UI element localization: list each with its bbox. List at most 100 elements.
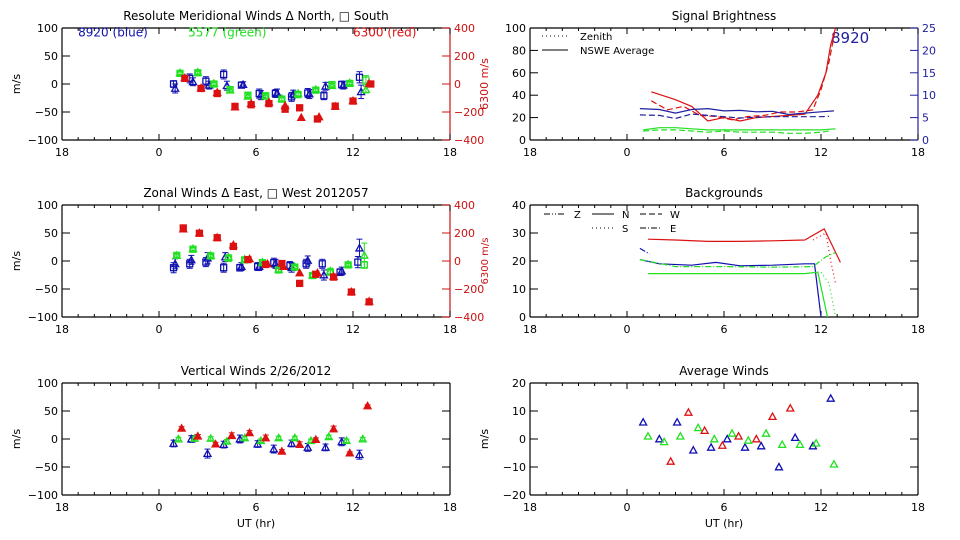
data-point-triangle [354,449,365,459]
data-point-triangle [227,430,237,440]
y-tick-label: 0 [519,134,526,147]
data-point-square [179,224,187,232]
data-point-square [173,251,181,260]
data-point-triangle [683,407,694,416]
data-point-triangle [358,434,368,443]
data-point-square [367,80,375,88]
y2-tick-label: −200 [454,283,484,296]
data-point-triangle [727,428,737,437]
data-point-square [262,260,270,269]
data-point-square [281,105,289,113]
data-point-square [253,262,262,271]
data-point-triangle [243,91,253,100]
x-tick-label: 12 [814,323,828,336]
data-point-square [189,245,197,253]
data-point-triangle [290,433,300,442]
x-tick-label: 6 [721,501,728,514]
y2-tick-label: 5 [922,112,929,125]
data-point-triangle [359,250,369,259]
series-line [648,271,829,318]
data-point-triangle [188,243,198,253]
y-axis-label: m/s [10,74,23,94]
data-point-square [236,264,244,272]
y-tick-label: 50 [44,50,58,63]
data-point-triangle [777,439,787,449]
y2-tick-label: 20 [922,44,936,57]
x-tick-label: 18 [911,323,925,336]
annotation-label: 6300 (red) [353,25,416,39]
data-point-triangle [290,261,300,271]
x-tick-label: 0 [156,146,163,159]
data-point-triangle [709,434,719,443]
data-point-square [329,273,338,281]
legend-label: Zenith [580,32,612,43]
series-line [639,113,830,120]
annotation-label: 5577 (green) [188,25,266,39]
x-tick-label: 18 [523,501,537,514]
x-tick-label: 0 [156,323,163,336]
y2-tick-label: 25 [922,22,936,35]
chart-zonal: Zonal Winds Δ East, □ West 2012057 18 0 6 12… [10,186,491,336]
legend-label: S [622,224,628,235]
y2-axis-label: 6300 m/s [480,238,491,285]
data-point-triangle [688,445,698,454]
x-tick-label: 18 [911,501,925,514]
data-point-square [229,242,238,251]
data-point-square [226,85,234,94]
y2-tick-label: 0 [922,134,929,147]
y-tick-label: −100 [28,134,58,147]
legend-label: E [670,224,676,235]
data-point-triangle [173,434,184,443]
data-point-square [270,259,278,267]
y-tick-label: 100 [505,22,526,35]
y2-tick-label: 10 [922,89,936,102]
chart-title: Average Winds [679,364,769,378]
y-axis-label: m/s [478,429,491,449]
x-tick-label: 18 [443,146,457,159]
data-point-triangle [345,448,355,457]
x-tick-label: 12 [814,146,828,159]
data-point-square [312,270,320,278]
series-line [647,227,841,263]
x-tick-label: 12 [814,501,828,514]
chart-meridional: Resolute Meridional Winds Δ North, □ Sou… [10,9,491,159]
x-tick-label: 18 [55,146,69,159]
data-point-triangle [324,431,334,441]
data-point-triangle [654,434,664,443]
data-point-square [207,252,215,260]
data-point-triangle [666,456,676,465]
data-point-triangle [209,78,219,87]
legend-label: NSWE Average [580,46,654,57]
data-point-triangle [303,442,313,451]
y-tick-label: 100 [37,199,58,212]
data-point-triangle [343,259,353,268]
legend-label: N [622,210,629,221]
y-tick-label: −50 [35,461,58,474]
data-point-square [328,80,336,89]
x-tick-label: 0 [624,146,631,159]
data-point-triangle [638,417,648,426]
data-point-square [194,69,202,77]
chart-title: Resolute Meridional Winds Δ North, □ Sou… [123,9,389,23]
x-tick-label: 18 [55,323,69,336]
data-point-triangle [296,112,306,122]
series-line [639,252,836,268]
data-point-triangle [320,81,331,90]
x-tick-label: 6 [253,146,260,159]
y-tick-label: 20 [512,112,526,125]
data-point-triangle [274,433,284,442]
y2-tick-label: 400 [454,199,475,212]
y-tick-label: 0 [51,78,58,91]
data-point-square [344,261,352,269]
x-tick-label: 6 [721,146,728,159]
y2-tick-label: 0 [454,255,461,268]
data-point-triangle [675,431,685,440]
legend-label: W [670,210,680,221]
y-tick-label: 10 [512,283,526,296]
data-point-triangle [328,424,339,433]
data-point-triangle [345,78,355,87]
y-tick-label: −10 [503,461,526,474]
data-point-square [202,77,210,85]
data-point-triangle [168,438,179,447]
